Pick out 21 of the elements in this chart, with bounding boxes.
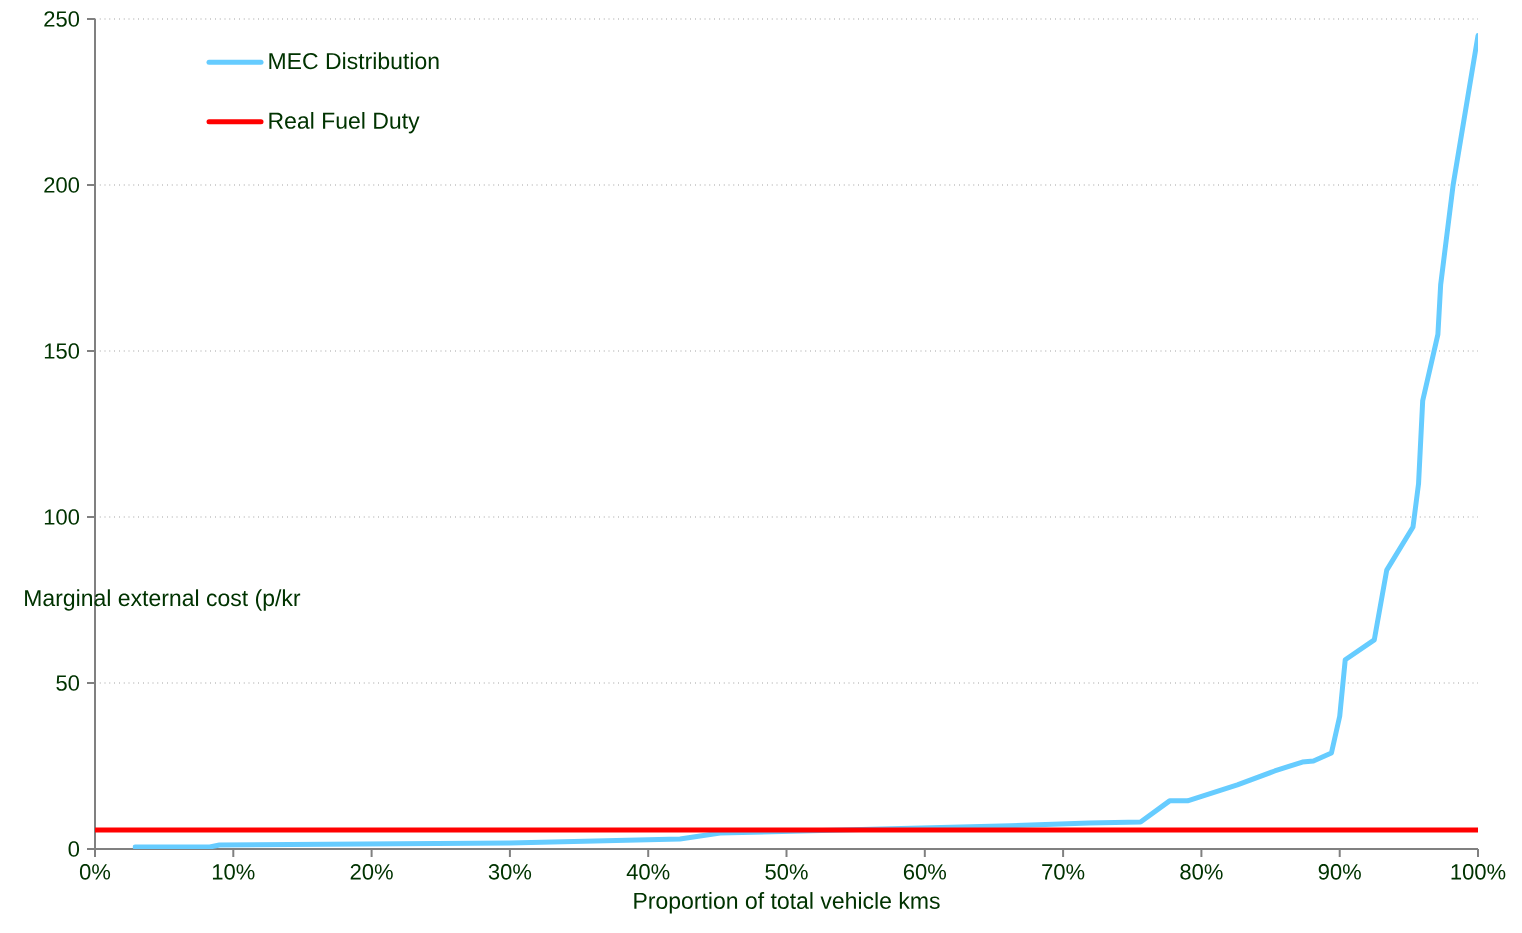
x-tick-label: 20% bbox=[350, 864, 393, 880]
x-tick-label: 70% bbox=[1042, 864, 1085, 880]
x-tick-label: 30% bbox=[488, 864, 532, 880]
legend-label: Real Fuel Duty bbox=[269, 111, 420, 134]
x-tick-label: 50% bbox=[765, 864, 808, 880]
y-axis-title: Marginal external cost (p/kr bbox=[25, 589, 301, 611]
y-tick-label: 200 bbox=[44, 177, 80, 193]
x-tick-label: 10% bbox=[212, 864, 255, 880]
x-tick-label: 40% bbox=[626, 864, 670, 880]
x-tick-label: 90% bbox=[1318, 864, 1361, 880]
y-tick-label: 250 bbox=[44, 11, 80, 27]
y-tick-label: 0 bbox=[68, 841, 80, 857]
legend-label: MEC Distribution bbox=[269, 52, 439, 70]
y-tick-label: 100 bbox=[44, 509, 80, 525]
y-tick-label: 50 bbox=[56, 675, 80, 691]
x-tick-label: 60% bbox=[903, 864, 947, 880]
y-tick-label: 150 bbox=[44, 343, 80, 359]
x-tick-label: 100% bbox=[1451, 864, 1506, 880]
x-tick-label: 0% bbox=[79, 864, 111, 880]
x-axis-title: Proportion of total vehicle kms bbox=[634, 892, 940, 914]
x-tick-label: 80% bbox=[1180, 864, 1223, 880]
